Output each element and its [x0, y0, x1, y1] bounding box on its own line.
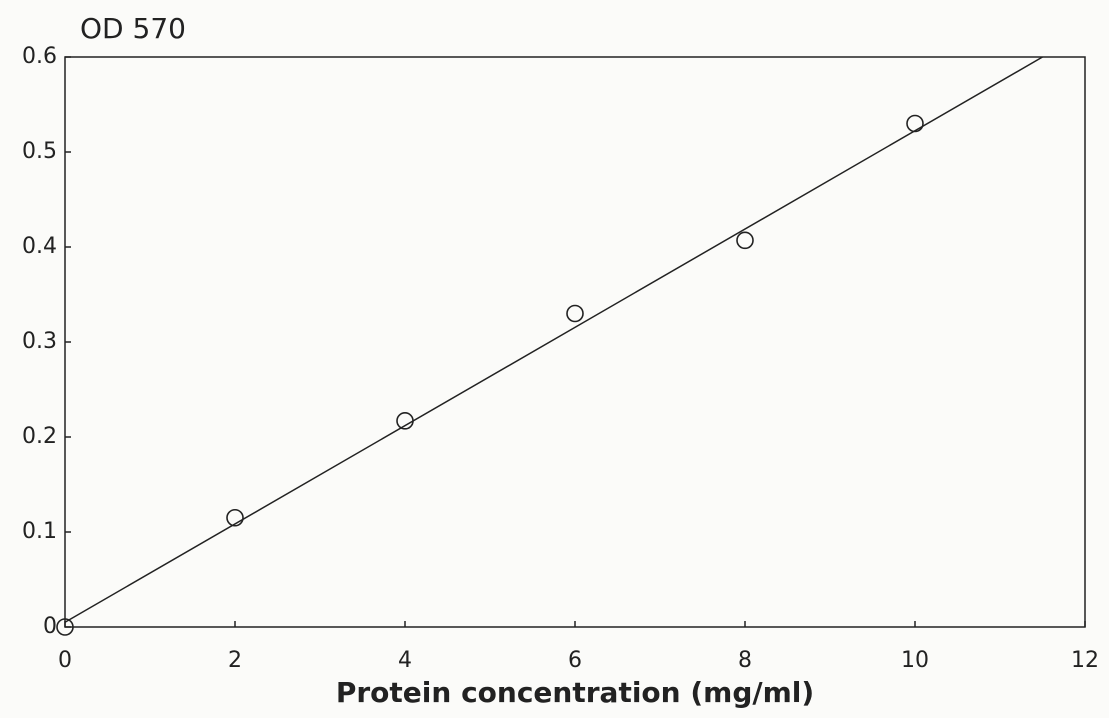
x-axis-label: Protein concentration (mg/ml)	[336, 676, 814, 709]
y-tick-label: 0.3	[22, 329, 57, 354]
x-tick-label: 12	[1071, 648, 1099, 673]
fit-line	[64, 56, 1043, 623]
y-tick-label: 0.4	[22, 234, 57, 259]
y-tick-label: 0.6	[22, 44, 57, 69]
y-tick-label: 0	[43, 614, 57, 639]
plot-frame	[64, 56, 1086, 628]
y-tick-label: 0.2	[22, 424, 57, 449]
data-point	[566, 304, 584, 323]
y-tick-label: 0.1	[22, 519, 57, 544]
data-point	[56, 618, 74, 636]
x-tick-label: 10	[901, 648, 929, 673]
data-point	[226, 508, 244, 527]
x-tick-label: 2	[228, 648, 242, 673]
data-point	[736, 231, 754, 250]
x-tick-label: 0	[58, 648, 72, 673]
y-tick-label: 0.5	[22, 139, 57, 164]
x-tick-label: 4	[398, 648, 412, 673]
x-tick-label: 6	[568, 648, 582, 673]
x-tick-label: 8	[738, 648, 752, 673]
y-axis-label: OD 570	[80, 12, 186, 45]
data-point	[906, 114, 924, 133]
